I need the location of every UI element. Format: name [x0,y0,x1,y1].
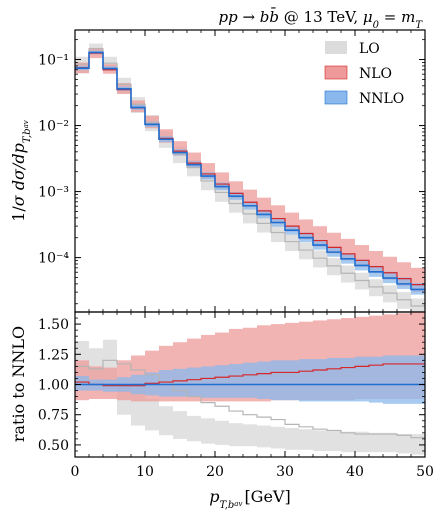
top-lo-line [75,48,425,307]
top-lo-band-bin [369,279,383,297]
legend-label-nlo: NLO [359,66,392,82]
top-y-tick-label: 10⁻² [38,119,69,135]
x-tick-label: 20 [206,464,224,480]
bottom-lo-band-bin [313,430,327,451]
top-y-axis: 10⁻¹ 10⁻² 10⁻³ 10⁻⁴ [38,39,425,305]
top-nnlo-line [75,51,425,291]
legend-swatch-nnlo [324,90,348,105]
bottom-y-axis: 0.50 0.75 1.00 1.25 1.50 [38,317,425,454]
bottom-nnlo-band-bin [229,363,243,398]
bottom-nnlo-band-bin [271,360,285,401]
bottom-y-axis-label: ratio to NNLO [9,326,28,442]
bottom-y-tick-label: 0.50 [38,438,69,454]
top-lo-band-bin [299,242,313,260]
bottom-nnlo-band-bin [201,366,215,398]
legend-label-lo: LO [359,41,380,57]
legend: LO NLO NNLO [324,41,404,107]
bottom-lo-band-bin [215,420,229,445]
top-panel: 10⁻¹ 10⁻² 10⁻³ 10⁻⁴ 1/σ dσ/dpT,bav LO NLO NNL… [9,29,426,313]
bottom-nnlo-band-bin [369,356,383,403]
x-tick-label: 50 [416,464,434,480]
bottom-nnlo-band-bin [313,359,327,402]
top-lo-band-bin [411,298,425,312]
legend-swatch-lo [325,41,347,54]
top-y-tick-label: 10⁻¹ [38,53,69,69]
bottom-nnlo-band-bin [159,370,173,397]
top-lo-band-bin [257,215,271,233]
bottom-nnlo-band-bin [187,367,201,397]
chart-title: pp → bb̄ @ 13 TeV, μ0 = mT [218,8,423,31]
bottom-nnlo-band-bin [327,357,341,402]
top-y-tick-label: 10⁻³ [38,185,69,201]
bottom-lo-band-bin [327,430,341,451]
legend-swatch-nlo [324,65,348,80]
bottom-lo-band-bin [383,432,397,453]
bottom-lo-line [75,359,425,439]
top-lo-band-bin [285,234,299,251]
bottom-nnlo-band-bin [397,355,411,404]
bottom-nnlo-band-bin [285,360,299,401]
bottom-lo-band-bin [341,431,355,453]
top-lo-band-bin [313,250,327,268]
top-lo-band-bin [383,285,397,303]
bottom-y-tick-label: 1.50 [38,317,69,333]
bottom-y-tick-label: 0.75 [38,408,69,424]
bottom-series-group [75,312,425,455]
bottom-lo-band-bin [397,434,411,454]
bottom-nnlo-band-bin [243,362,257,398]
bottom-lo-band-bin [145,399,159,431]
bottom-lo-band-bin [187,415,201,442]
bottom-y-tick-label: 1.00 [38,378,69,394]
top-y-axis-label: 1/σ dσ/dpT,bav [9,120,33,222]
x-axis-label: pT,bav [GeV] [209,487,290,511]
bottom-nnlo-band-bin [173,368,187,397]
bottom-nnlo-band-bin [257,361,271,399]
bottom-lo-band-bin [369,432,383,453]
bottom-lo-band-bin [355,431,369,453]
x-tick-label: 0 [71,464,80,480]
bottom-nnlo-band-bin [215,365,229,398]
bottom-lo-band-bin [299,429,313,450]
bottom-lo-band-bin [159,406,173,436]
top-lo-band-bin [271,225,285,243]
bottom-y-tick-label: 1.25 [38,347,69,363]
bottom-lo-band-bin [285,428,299,450]
x-axis: 0 10 20 30 40 50 [71,30,434,480]
bottom-lo-band-bin [243,424,257,447]
bottom-nnlo-band-bin [75,376,89,391]
x-tick-label: 10 [136,464,154,480]
bottom-lo-band-bin [271,426,285,449]
bottom-lo-band-bin [173,411,187,439]
top-lo-band-bin [341,265,355,283]
x-tick-label: 30 [276,464,294,480]
bottom-lo-band-bin [257,425,271,448]
top-lo-band-bin [243,206,257,224]
top-series-group [75,43,425,312]
x-tick-label: 40 [346,464,364,480]
bottom-lo-band-bin [411,434,425,455]
bottom-nnlo-band-bin [383,355,397,404]
bottom-nnlo-band-bin [299,359,313,402]
top-lo-band-bin [397,292,411,309]
top-lo-band-bin [229,195,243,213]
bottom-nnlo-band-bin [355,356,369,402]
bottom-nnlo-band-bin [341,357,355,402]
top-y-tick-label: 10⁻⁴ [38,251,69,267]
bottom-nnlo-band-bin [411,355,425,404]
bottom-lo-band-bin [201,418,215,444]
bottom-lo-band-bin [229,423,243,447]
top-lo-band-bin [327,258,341,276]
bottom-panel: 0.50 0.75 1.00 1.25 1.50 0 10 20 30 40 50 ratio t… [9,30,434,511]
legend-label-nnlo: NNLO [359,91,404,107]
